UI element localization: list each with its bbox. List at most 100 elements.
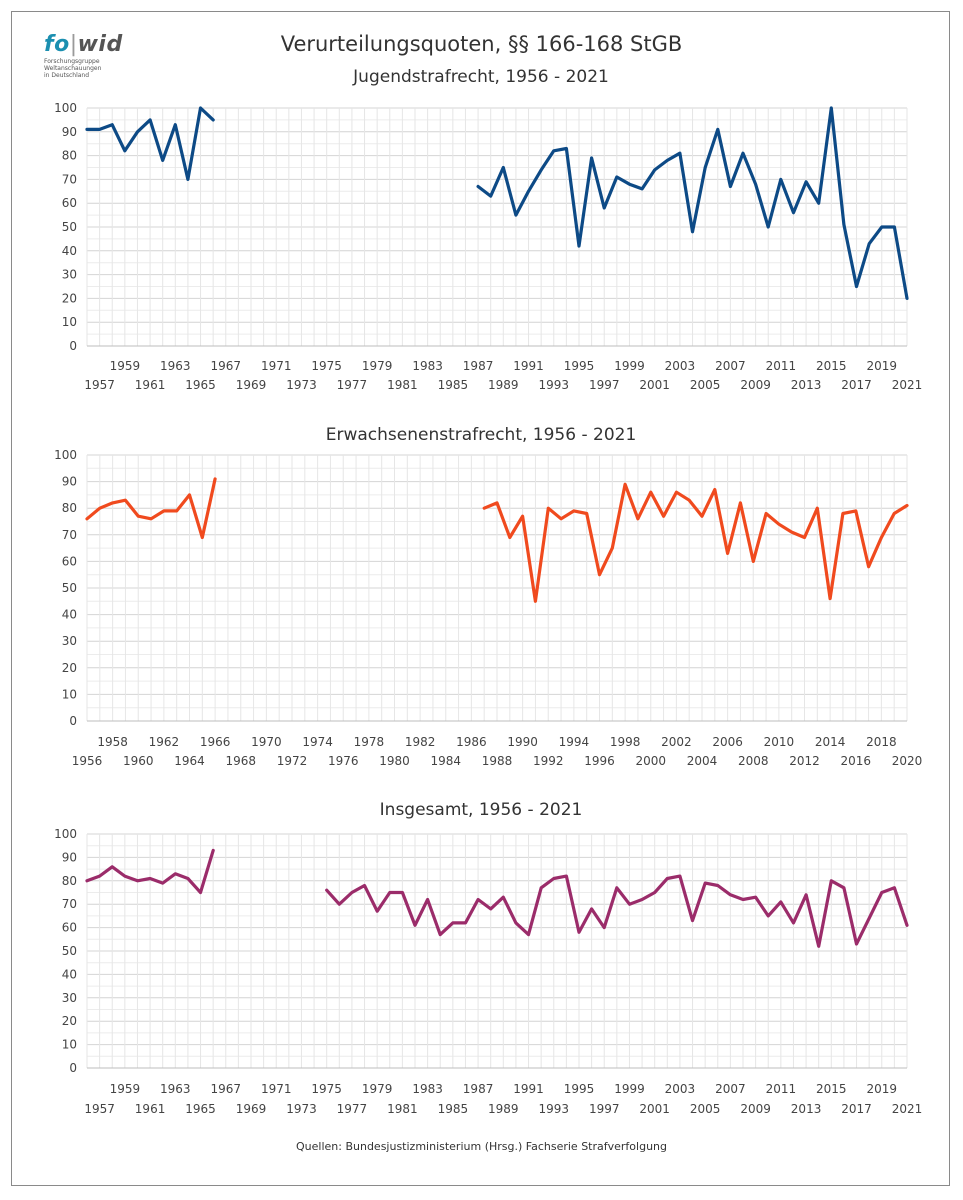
chart-jugendstrafrecht: Jugendstrafrecht, 1956 - 2021 0 10 20 30 40 50… (54, 67, 922, 392)
series-line-segment (85, 848, 215, 895)
x-tick-label: 2013 (791, 378, 822, 392)
x-tick-label: 1981 (387, 1102, 418, 1116)
y-tick-label: 60 (62, 921, 77, 935)
x-tick-label: 2014 (815, 735, 846, 749)
y-tick-label: 50 (62, 944, 77, 958)
y-tick-label: 30 (62, 991, 77, 1005)
x-tick-label: 2012 (789, 754, 820, 768)
x-tick-label: 1965 (185, 378, 216, 392)
series-line-segment (85, 106, 215, 182)
series-line-segment (325, 874, 909, 948)
x-tick-label: 2019 (866, 1082, 897, 1096)
y-tick-label: 100 (54, 101, 77, 115)
x-tick-label: 1987 (463, 1082, 494, 1096)
y-tick-label: 40 (62, 967, 77, 981)
y-tick-label: 80 (62, 149, 77, 163)
x-tick-label: 1979 (362, 1082, 393, 1096)
x-tick-label: 2003 (665, 359, 696, 373)
x-tick-label: 2005 (690, 378, 721, 392)
x-tick-label: 2021 (892, 1102, 923, 1116)
x-tick-label: 1979 (362, 359, 393, 373)
y-tick-label: 0 (69, 714, 77, 728)
x-tick-label: 2019 (866, 359, 897, 373)
x-tick-label: 2010 (764, 735, 795, 749)
x-tick-label: 1985 (438, 1102, 469, 1116)
x-tick-label: 1963 (160, 1082, 191, 1096)
x-tick-label: 1968 (225, 754, 256, 768)
x-tick-label: 1956 (72, 754, 103, 768)
x-tick-label: 2018 (866, 735, 897, 749)
x-tick-label: 1981 (387, 378, 418, 392)
y-tick-label: 80 (62, 874, 77, 888)
x-tick-label: 2000 (635, 754, 666, 768)
x-tick-label: 1959 (110, 359, 141, 373)
y-tick-label: 0 (69, 339, 77, 353)
x-tick-label: 1985 (438, 378, 469, 392)
x-tick-label: 2020 (892, 754, 923, 768)
x-tick-label: 2009 (740, 378, 771, 392)
x-tick-label: 2015 (816, 1082, 847, 1096)
figure-frame (11, 11, 950, 1186)
logo-subtitle: Forschungsgruppe Weltanschauungen in Deu… (44, 58, 102, 79)
y-tick-label: 60 (62, 196, 77, 210)
x-tick-label: 1995 (564, 1082, 595, 1096)
x-tick-label: 2008 (738, 754, 769, 768)
x-tick-label: 2006 (712, 735, 743, 749)
x-tick-label: 1960 (123, 754, 154, 768)
y-tick-label: 70 (62, 172, 77, 186)
chart-insgesamt: Insgesamt, 1956 - 2021 0 10 20 30 40 50 60 70 80 9… (54, 800, 923, 1116)
x-tick-label: 1984 (430, 754, 461, 768)
chart-title: Jugendstrafrecht, 1956 - 2021 (352, 67, 609, 87)
x-tick-label: 1961 (135, 1102, 166, 1116)
y-tick-label: 90 (62, 850, 77, 864)
x-tick-label: 1986 (456, 735, 487, 749)
x-tick-label: 1977 (337, 378, 368, 392)
x-tick-label: 1991 (513, 359, 544, 373)
y-tick-label: 90 (62, 475, 77, 489)
y-tick-label: 20 (62, 291, 77, 305)
x-tick-label: 2009 (740, 1102, 771, 1116)
x-tick-label: 1967 (210, 1082, 241, 1096)
x-tick-label: 1995 (564, 359, 595, 373)
y-tick-label: 50 (62, 581, 77, 595)
x-tick-label: 2013 (791, 1102, 822, 1116)
x-tick-label: 1977 (337, 1102, 368, 1116)
source-note: Quellen: Bundesjustizministerium (Hrsg.)… (296, 1140, 667, 1153)
series-line-segment (85, 477, 217, 540)
y-tick-label: 50 (62, 220, 77, 234)
x-tick-label: 1975 (311, 359, 342, 373)
x-tick-label: 1965 (185, 1102, 216, 1116)
x-tick-label: 2007 (715, 359, 746, 373)
x-tick-label: 1980 (379, 754, 410, 768)
y-tick-label: 30 (62, 634, 77, 648)
chart-erwachsenenstrafrecht: Erwachsenenstrafrecht, 1956 - 2021 0 10 20 3… (54, 425, 923, 768)
x-tick-label: 1978 (354, 735, 385, 749)
series-line-segment (476, 106, 909, 300)
x-tick-label: 1975 (311, 1082, 342, 1096)
x-tick-label: 1992 (533, 754, 564, 768)
x-tick-label: 1957 (84, 1102, 115, 1116)
x-tick-label: 1974 (302, 735, 333, 749)
x-tick-label: 1987 (463, 359, 494, 373)
x-tick-label: 1993 (538, 1102, 569, 1116)
x-tick-label: 1993 (538, 378, 569, 392)
y-tick-label: 60 (62, 554, 77, 568)
y-tick-label: 20 (62, 661, 77, 675)
x-tick-label: 1976 (328, 754, 359, 768)
x-tick-label: 1963 (160, 359, 191, 373)
x-tick-label: 1998 (610, 735, 641, 749)
y-tick-label: 80 (62, 501, 77, 515)
x-tick-label: 1971 (261, 359, 292, 373)
x-tick-label: 2005 (690, 1102, 721, 1116)
y-tick-label: 70 (62, 528, 77, 542)
y-tick-label: 70 (62, 897, 77, 911)
x-tick-label: 1994 (559, 735, 590, 749)
x-tick-label: 1971 (261, 1082, 292, 1096)
x-tick-label: 1966 (200, 735, 231, 749)
x-tick-label: 1999 (614, 359, 645, 373)
x-tick-label: 1997 (589, 378, 620, 392)
y-tick-label: 100 (54, 827, 77, 841)
y-tick-label: 40 (62, 608, 77, 622)
x-tick-label: 1961 (135, 378, 166, 392)
x-tick-label: 1996 (584, 754, 615, 768)
